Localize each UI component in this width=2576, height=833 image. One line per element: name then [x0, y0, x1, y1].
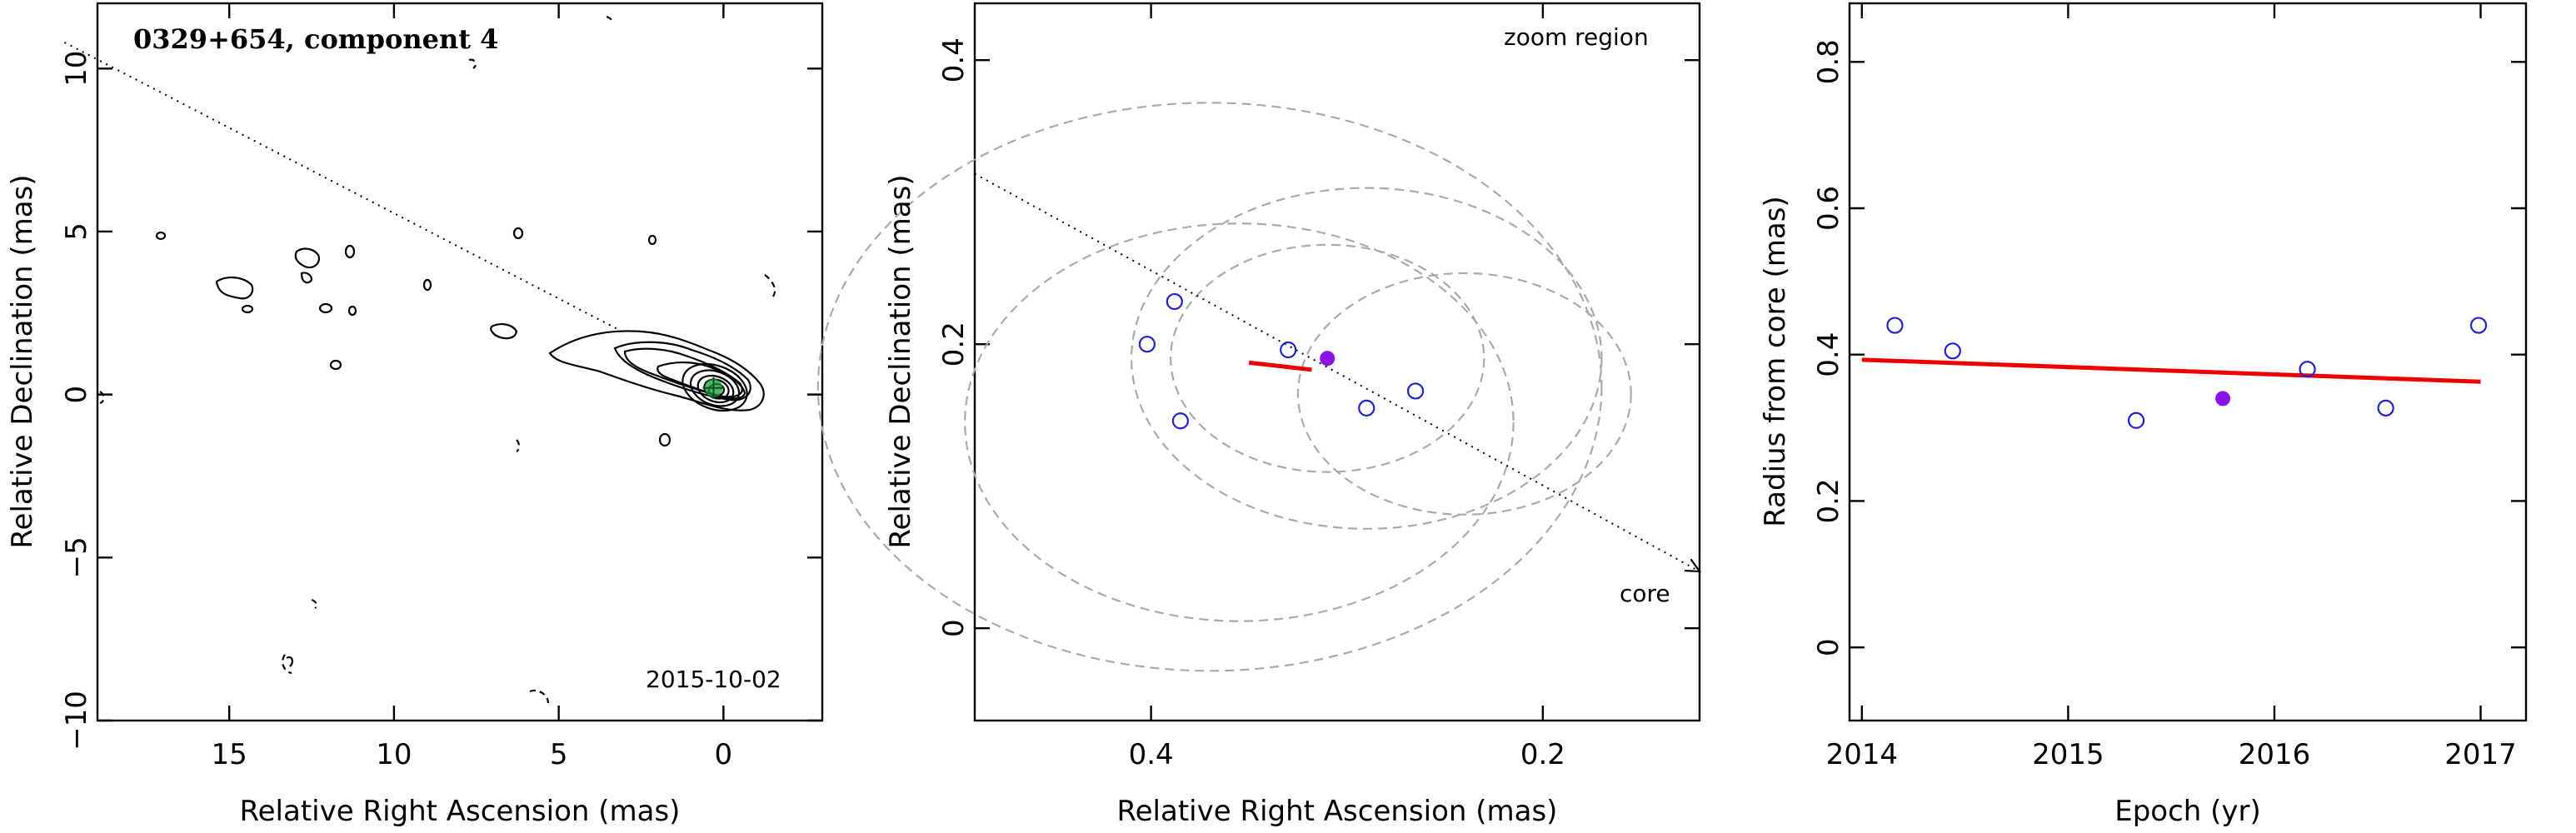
panel-1-ticks: 15 10 5 0 −10 −5 0 5 10	[60, 3, 822, 771]
error-circle	[1131, 187, 1603, 530]
blob-contour	[422, 278, 432, 292]
blob-contour	[286, 656, 294, 667]
panel-1-frame	[96, 2, 824, 722]
blob-contour	[647, 234, 657, 246]
panel-2-ylabel: Relative Declination (mas)	[884, 174, 917, 548]
blob-contour	[347, 305, 357, 317]
y-tick-label: 0	[1812, 638, 1845, 656]
panel-2-note: zoom region	[1504, 23, 1649, 51]
blob-contour	[241, 304, 254, 314]
jet-contour-outer	[548, 330, 765, 412]
y-tick-label: 0.2	[937, 322, 971, 367]
panel-3-frame	[1848, 2, 2528, 722]
error-circle	[964, 222, 1515, 622]
blob-contour	[300, 272, 313, 284]
open-point	[1886, 317, 1904, 334]
x-tick-label: 10	[376, 738, 412, 771]
core-contour-1	[681, 362, 748, 412]
negative-contour	[311, 598, 318, 609]
panel-2-frame	[973, 2, 1701, 722]
open-point	[2299, 361, 2316, 378]
blob-contour	[329, 359, 342, 371]
error-circles	[816, 102, 1632, 672]
y-tick-label: 0.2	[1812, 478, 1845, 523]
open-point	[2377, 399, 2394, 416]
x-tick-label: 2014	[1826, 738, 1899, 771]
panel-1-date: 2015-10-02	[646, 666, 781, 693]
panel-3-radius-vs-epoch: 2014 2015 2016 2017 0 0.2 0.4 0.6 0.8	[1812, 2, 2528, 771]
filled-point	[1320, 351, 1335, 367]
open-point	[1280, 341, 1297, 359]
negative-contour	[468, 58, 477, 69]
panel-1-ylabel: Relative Declination (mas)	[6, 174, 39, 548]
blob-contour	[512, 227, 524, 240]
error-circle	[1296, 272, 1632, 516]
arrowhead	[1684, 558, 1702, 573]
y-tick-label: 5	[60, 222, 93, 241]
core-direction-arrow	[974, 172, 1700, 572]
y-tick-label: 0.4	[1812, 332, 1845, 377]
core-contour-2	[689, 369, 741, 407]
open-point	[1944, 342, 1961, 360]
error-circle	[1170, 243, 1485, 473]
blob-contour	[344, 244, 356, 259]
core-contour-3	[696, 374, 735, 404]
panel-2-xlabel: Relative Right Ascension (mas)	[1117, 795, 1558, 828]
fit-segment	[1248, 360, 1312, 372]
filled-point	[2215, 391, 2231, 407]
core-marker	[702, 377, 725, 399]
blob-contour	[215, 277, 254, 300]
negative-contour	[529, 689, 550, 704]
negative-contour	[516, 439, 521, 452]
panel-1-xlabel: Relative Right Ascension (mas)	[240, 795, 681, 828]
negative-contour	[606, 15, 613, 24]
y-tick-label: 0	[60, 386, 93, 404]
y-tick-label: −10	[60, 691, 93, 751]
x-tick-label: 15	[212, 738, 247, 771]
blob-contour	[155, 231, 167, 241]
negative-contour	[764, 274, 776, 297]
open-point	[2469, 317, 2488, 334]
x-tick-label: 2016	[2239, 738, 2311, 771]
x-tick-label: 2015	[2032, 738, 2104, 771]
y-tick-label: 0.8	[1812, 39, 1845, 84]
panel-2-points	[1138, 292, 1425, 430]
panel-1-title: 0329+654, component 4	[133, 23, 498, 55]
open-point	[1166, 292, 1183, 311]
blob-contour	[318, 302, 333, 314]
negative-contour	[282, 654, 292, 675]
y-tick-label: 0.4	[937, 37, 971, 82]
open-point	[1358, 399, 1375, 417]
panel-1-contour-map: 15 10 5 0 −10 −5 0 5 10 0329+654, component 4 20…	[60, 2, 824, 771]
panel-3-points	[1886, 317, 2488, 429]
open-point	[1171, 412, 1189, 430]
negative-contour	[99, 391, 105, 405]
panel-3-ticks: 2014 2015 2016 2017 0 0.2 0.4 0.6 0.8	[1812, 3, 2526, 771]
error-circle	[816, 102, 1603, 672]
x-tick-label: 0.4	[1129, 738, 1174, 771]
panel-3-xlabel: Epoch (yr)	[2114, 795, 2261, 828]
x-tick-label: 0	[715, 738, 733, 771]
y-tick-label: −5	[60, 536, 93, 578]
open-point	[1138, 336, 1156, 353]
y-tick-label: 0.6	[1812, 186, 1845, 231]
core-label: core	[1620, 580, 1670, 607]
panel-3-ylabel: Radius from core (mas)	[1759, 196, 1792, 526]
open-point	[2128, 412, 2145, 429]
panel-1-contours	[99, 15, 776, 704]
panel-2-ticks: 0.4 0.2 0 0.2 0.4	[937, 3, 1700, 771]
x-tick-label: 2017	[2444, 738, 2517, 771]
y-tick-label: 10	[60, 51, 93, 87]
panel-2-zoom-region: 0.4 0.2 0 0.2 0.4 zoom region core	[816, 2, 1702, 771]
y-tick-label: 0	[937, 619, 971, 637]
fit-line	[1861, 357, 2481, 384]
x-tick-label: 5	[550, 738, 568, 771]
x-tick-label: 0.2	[1520, 738, 1565, 771]
blob-contour	[294, 247, 320, 269]
open-point	[1406, 382, 1425, 400]
panel-1-direction-line	[63, 42, 619, 331]
blob-contour	[490, 323, 518, 340]
blob-contour	[658, 432, 671, 447]
